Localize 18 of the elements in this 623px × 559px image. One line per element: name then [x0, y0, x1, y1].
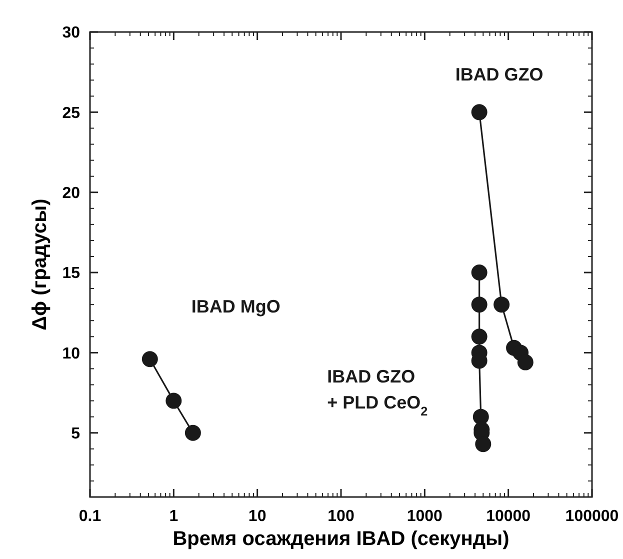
y-tick-label: 15	[62, 265, 80, 282]
y-tick-label: 25	[62, 104, 80, 122]
x-tick-label: 100000	[565, 508, 619, 525]
x-tick-label: 10000	[486, 508, 531, 525]
text: IBAD MgO	[191, 296, 280, 316]
y-axis-title: Δϕ (градусы)	[29, 198, 51, 330]
text: IBAD GZO + PLD CeO$_{2}$	[327, 366, 428, 418]
x-axis-title: Время осаждения IBAD (секунды)	[172, 528, 510, 550]
x-tick-label: 1000	[406, 508, 443, 525]
y-tick-label: 30	[62, 24, 80, 42]
x-tick-label: 1	[169, 508, 178, 525]
series-label: IBAD GZO	[455, 64, 544, 84]
y-tick-label: 5	[71, 425, 80, 442]
x-tick-label: 0.1	[78, 508, 102, 525]
x-tick-label: 100	[328, 508, 354, 525]
x-tick-label: 10	[248, 508, 266, 525]
y-tick-label: 10	[62, 345, 80, 362]
y-tick-label: 20	[62, 184, 80, 202]
